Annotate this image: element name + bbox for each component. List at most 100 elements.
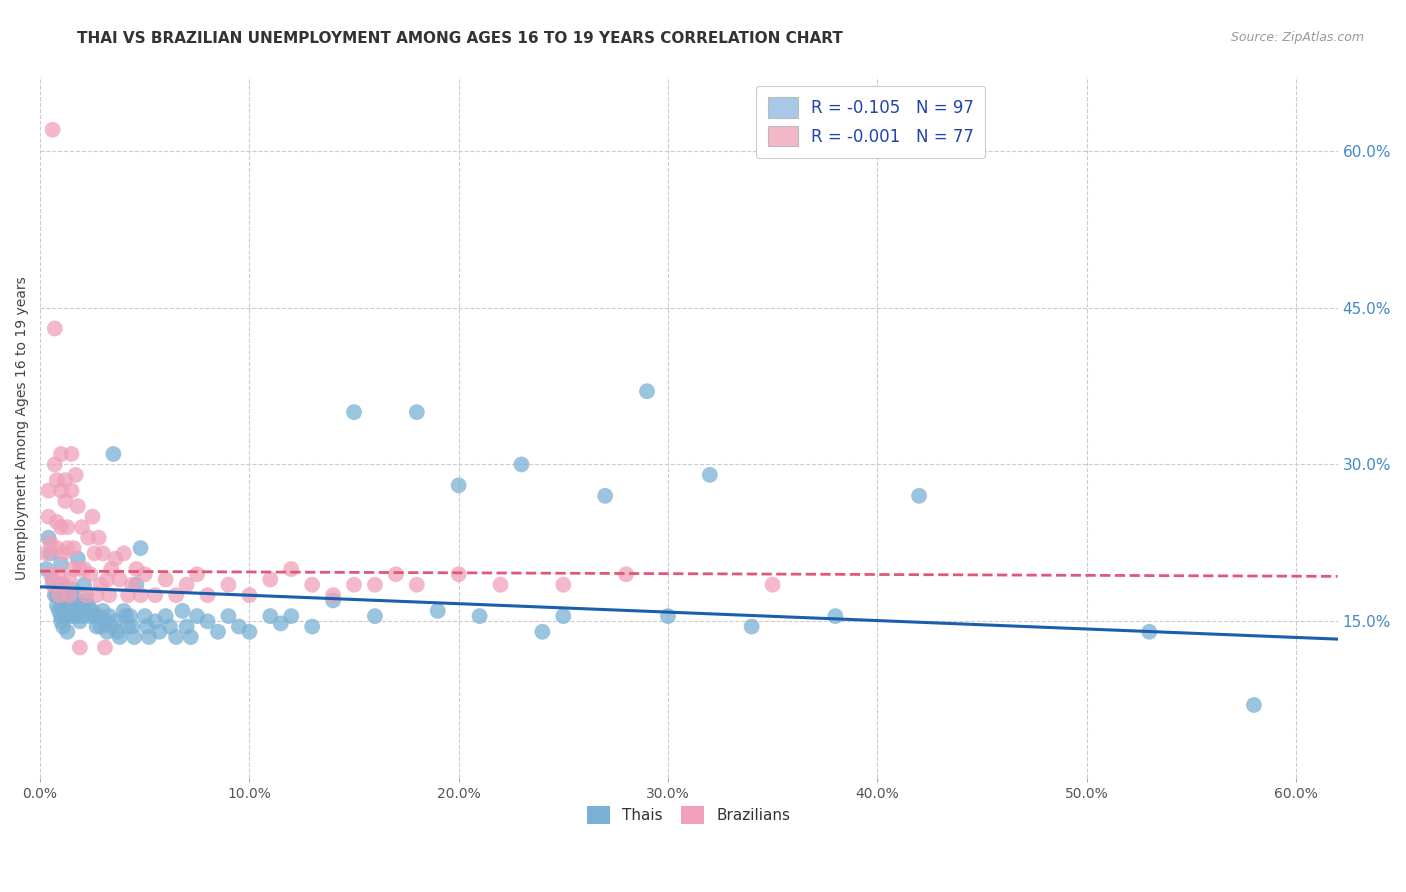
Point: [90, 619, 112, 633]
Point: [447, 567, 470, 582]
Text: THAI VS BRAZILIAN UNEMPLOYMENT AMONG AGES 16 TO 19 YEARS CORRELATION CHART: THAI VS BRAZILIAN UNEMPLOYMENT AMONG AGE…: [77, 31, 844, 46]
Point: [69, 640, 91, 655]
Point: [62, 582, 84, 597]
Point: [49, 520, 72, 534]
Point: [56, 541, 79, 555]
Point: [45, 541, 67, 555]
Point: [79, 567, 101, 582]
Point: [90, 578, 112, 592]
Point: [908, 489, 931, 503]
Point: [155, 573, 177, 587]
Point: [45, 588, 67, 602]
Point: [186, 567, 208, 582]
Point: [112, 546, 135, 560]
Text: Source: ZipAtlas.com: Source: ZipAtlas.com: [1230, 31, 1364, 45]
Point: [79, 609, 101, 624]
Point: [45, 599, 67, 613]
Y-axis label: Unemployment Among Ages 16 to 19 years: Unemployment Among Ages 16 to 19 years: [15, 276, 30, 580]
Point: [108, 630, 131, 644]
Point: [447, 478, 470, 492]
Point: [364, 578, 387, 592]
Point: [165, 630, 187, 644]
Point: [553, 578, 575, 592]
Point: [364, 609, 387, 624]
Point: [48, 588, 70, 602]
Point: [77, 531, 100, 545]
Point: [60, 483, 83, 498]
Point: [280, 609, 302, 624]
Point: [129, 588, 152, 602]
Point: [426, 604, 449, 618]
Point: [593, 489, 616, 503]
Point: [121, 578, 143, 592]
Point: [134, 609, 156, 624]
Point: [70, 609, 93, 624]
Point: [83, 609, 105, 624]
Point: [125, 578, 148, 592]
Point: [44, 588, 66, 602]
Point: [96, 624, 118, 639]
Point: [176, 578, 198, 592]
Point: [52, 619, 75, 633]
Point: [135, 619, 157, 633]
Point: [45, 515, 67, 529]
Point: [761, 578, 783, 592]
Point: [270, 616, 292, 631]
Point: [70, 599, 93, 613]
Point: [82, 509, 104, 524]
Point: [228, 619, 250, 633]
Point: [52, 578, 75, 592]
Point: [82, 604, 104, 618]
Point: [53, 494, 76, 508]
Point: [96, 573, 118, 587]
Point: [86, 619, 108, 633]
Point: [37, 509, 59, 524]
Point: [186, 609, 208, 624]
Point: [124, 630, 146, 644]
Point: [77, 599, 100, 613]
Point: [58, 599, 80, 613]
Point: [75, 588, 97, 602]
Point: [65, 467, 87, 482]
Point: [49, 578, 72, 592]
Point: [66, 604, 89, 618]
Point: [60, 588, 83, 602]
Point: [180, 630, 202, 644]
Point: [301, 578, 323, 592]
Point: [41, 122, 63, 136]
Point: [52, 578, 75, 592]
Point: [41, 578, 63, 592]
Point: [468, 609, 491, 624]
Point: [87, 531, 110, 545]
Point: [39, 546, 62, 560]
Point: [1137, 624, 1160, 639]
Point: [75, 593, 97, 607]
Point: [103, 447, 125, 461]
Point: [155, 609, 177, 624]
Point: [52, 546, 75, 560]
Point: [165, 588, 187, 602]
Point: [86, 588, 108, 602]
Point: [91, 546, 114, 560]
Point: [58, 573, 80, 587]
Point: [65, 593, 87, 607]
Point: [41, 573, 63, 587]
Point: [176, 619, 198, 633]
Point: [197, 588, 219, 602]
Point: [48, 604, 70, 618]
Point: [35, 562, 58, 576]
Point: [238, 588, 260, 602]
Point: [125, 562, 148, 576]
Point: [44, 321, 66, 335]
Point: [69, 615, 91, 629]
Point: [322, 588, 344, 602]
Point: [531, 624, 554, 639]
Point: [108, 573, 131, 587]
Legend: Thais, Brazilians: Thais, Brazilians: [578, 797, 800, 834]
Point: [45, 473, 67, 487]
Point: [120, 609, 142, 624]
Point: [53, 588, 76, 602]
Point: [87, 609, 110, 624]
Point: [39, 567, 62, 582]
Point: [66, 551, 89, 566]
